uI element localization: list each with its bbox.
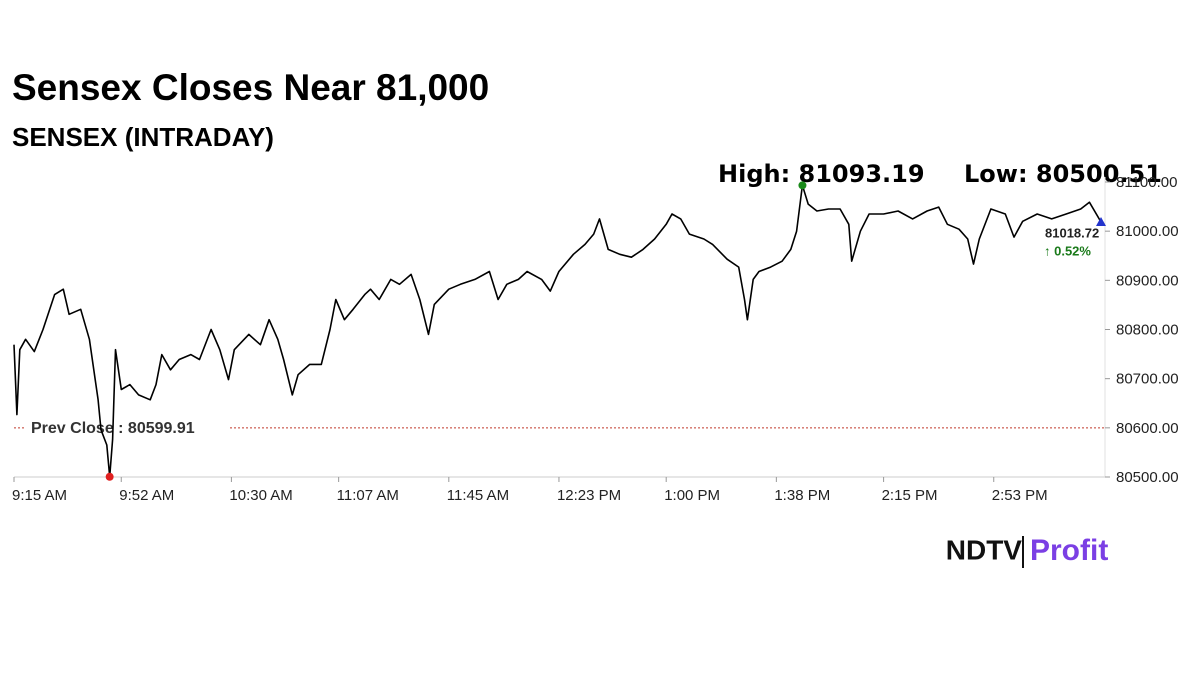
chart-title: Sensex Closes Near 81,000 [12, 67, 489, 108]
y-tick-label: 80800.00 [1116, 321, 1179, 338]
x-tick-label: 1:38 PM [774, 487, 830, 504]
high-label: High: 81093.19 [718, 160, 925, 188]
x-tick-label: 11:45 AM [447, 487, 509, 504]
y-tick-label: 81000.00 [1116, 223, 1179, 240]
x-tick-label: 9:52 AM [119, 487, 174, 504]
y-tick-label: 80600.00 [1116, 420, 1179, 437]
x-tick-label: 11:07 AM [337, 487, 399, 504]
last-marker [1096, 216, 1106, 226]
high-marker [798, 181, 807, 190]
chart-subtitle: SENSEX (INTRADAY) [12, 122, 274, 152]
y-tick-label: 81100.00 [1116, 174, 1177, 191]
y-tick-label: 80900.00 [1116, 272, 1179, 289]
product-logo: Profit [1030, 534, 1108, 567]
x-tick-label: 2:15 PM [882, 487, 938, 504]
y-tick-label: 80700.00 [1116, 371, 1179, 388]
price-line [13, 184, 1102, 478]
x-tick-label: 2:53 PM [992, 487, 1048, 504]
y-tick-label: 80500.00 [1116, 469, 1179, 486]
x-tick-label: 10:30 AM [229, 487, 292, 504]
x-tick-label: 1:00 PM [664, 487, 720, 504]
low-label: Low: 80500.51 [964, 160, 1162, 188]
prev-close-bg [24, 416, 230, 439]
brand-logo: NDTV [946, 534, 1023, 565]
x-tick-label: 9:15 AM [12, 487, 67, 504]
change-label: ↑ 0.52% [1044, 243, 1091, 258]
low-marker [105, 472, 114, 481]
last-value-label: 81018.72 [1045, 225, 1099, 240]
x-tick-label: 12:23 PM [557, 487, 621, 504]
